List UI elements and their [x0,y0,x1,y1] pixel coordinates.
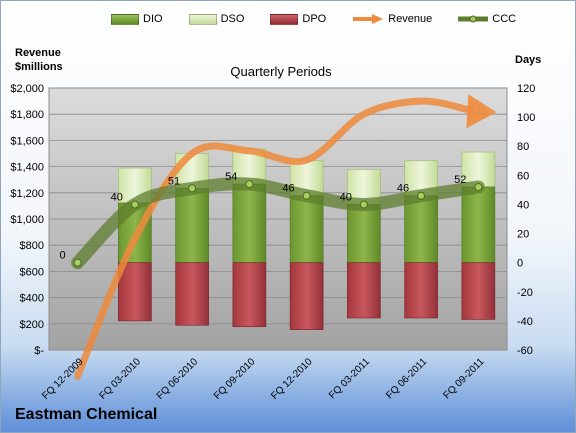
legend-line-marker-icon [458,15,489,23]
ccc-data-label: 46 [282,183,294,195]
bar-dpo [289,262,324,330]
legend-label-ccc: CCC [492,13,517,25]
y-left-tick-label: $2,000 [10,83,44,95]
y-left-tick-label: $600 [20,266,44,278]
chart-subtitle: Quarterly Periods [230,64,332,79]
legend-swatch-dpo [270,13,299,25]
y-right-tick-label: 60 [517,170,529,182]
bar-dpo [347,262,381,319]
legend: DIO DSO DPO Revenue CCC [111,13,516,25]
legend-label-dpo: DPO [302,13,327,25]
y-right-tick-label: 120 [517,83,535,95]
y-left-tick-label: $200 [20,319,44,331]
y-left-axis-title: Revenue $millions [15,46,63,74]
ccc-data-label: 46 [397,183,409,195]
legend-swatch-dso [188,13,217,25]
chart-plot: $- $200 $400 $600 $800 $1,000 $1,200 $1,400 $1,6… [10,83,535,401]
legend-label-dso: DSO [220,13,245,25]
bar-dpo [175,262,209,326]
legend-item-dso: DSO [188,13,245,25]
legend-item-revenue: Revenue [352,13,432,25]
y-right-tick-label: -40 [517,316,533,328]
bar-dio [232,183,267,263]
ccc-data-label: 51 [168,175,180,187]
legend-item-dio: DIO [111,13,163,25]
ccc-point [474,182,483,191]
y-right-tick-label: 80 [517,141,529,153]
legend-item-dpo: DPO [270,13,326,25]
y-left-tick-label: $1,800 [10,109,44,121]
y-right-tick-label: -20 [517,287,533,299]
legend-arrow-icon [353,14,384,24]
y-left-tick-label: $1,000 [10,214,44,226]
bar-dpo [118,262,152,322]
ccc-data-label: 54 [225,171,237,183]
bar-dio [347,204,381,263]
ccc-point [359,200,368,209]
y-right-tick-label: 40 [517,199,529,211]
revenue-arrowhead [466,94,497,129]
ccc-point [417,191,426,200]
y-left-tick-label: $800 [20,240,44,252]
ccc-point [245,180,254,189]
y-right-tick-label: 0 [517,258,523,270]
x-tick-label: FQ 03-2011 [327,356,372,401]
x-tick-label: FQ 03-2010 [97,356,143,401]
x-tick-label: FQ 12-2010 [269,356,315,401]
y-left-tick-label: $1,600 [10,135,44,147]
legend-item-ccc: CCC [458,13,516,25]
bar-dio [404,195,438,263]
y-right-tick-label: 100 [517,112,535,124]
y-left-tick-label: $1,200 [10,188,44,200]
legend-label-dio: DIO [143,13,163,25]
y-left-tick-label: $400 [20,293,44,305]
ccc-data-label: 0 [60,250,66,262]
y-right-axis-title: Days [515,54,542,66]
x-tick-label: FQ 09-2010 [212,356,258,401]
x-tick-label: FQ 06-2011 [384,356,429,401]
y-right-tick-label: -60 [517,345,533,357]
ccc-data-label: 52 [454,174,466,186]
ccc-point [130,200,139,209]
y-left-axis-title-line2: $millions [15,61,63,73]
bar-dio [461,186,496,263]
x-tick-label: FQ 06-2010 [155,356,201,401]
revenue-line [74,97,474,380]
y-left-tick-label: $- [34,345,44,357]
bar-dio [289,195,324,263]
company-name: Eastman Chemical [15,406,158,423]
ccc-point [73,258,82,267]
ccc-point [302,191,311,200]
y-left-axis-title-line1: Revenue [15,47,61,59]
bar-dpo [232,262,267,328]
y-right-tick-label: 20 [517,229,529,241]
bar-dio [175,188,209,263]
ccc-point [188,184,197,193]
legend-label-revenue: Revenue [388,13,433,25]
ccc-data-label: 40 [111,191,123,203]
x-tick-label: FQ 09-2011 [442,356,487,401]
legend-swatch-dio [111,13,139,25]
ccc-data-label: 40 [340,191,352,203]
bar-dpo [461,262,496,320]
y-left-tick-label: $1,400 [10,162,44,174]
bar-dpo [404,262,438,319]
